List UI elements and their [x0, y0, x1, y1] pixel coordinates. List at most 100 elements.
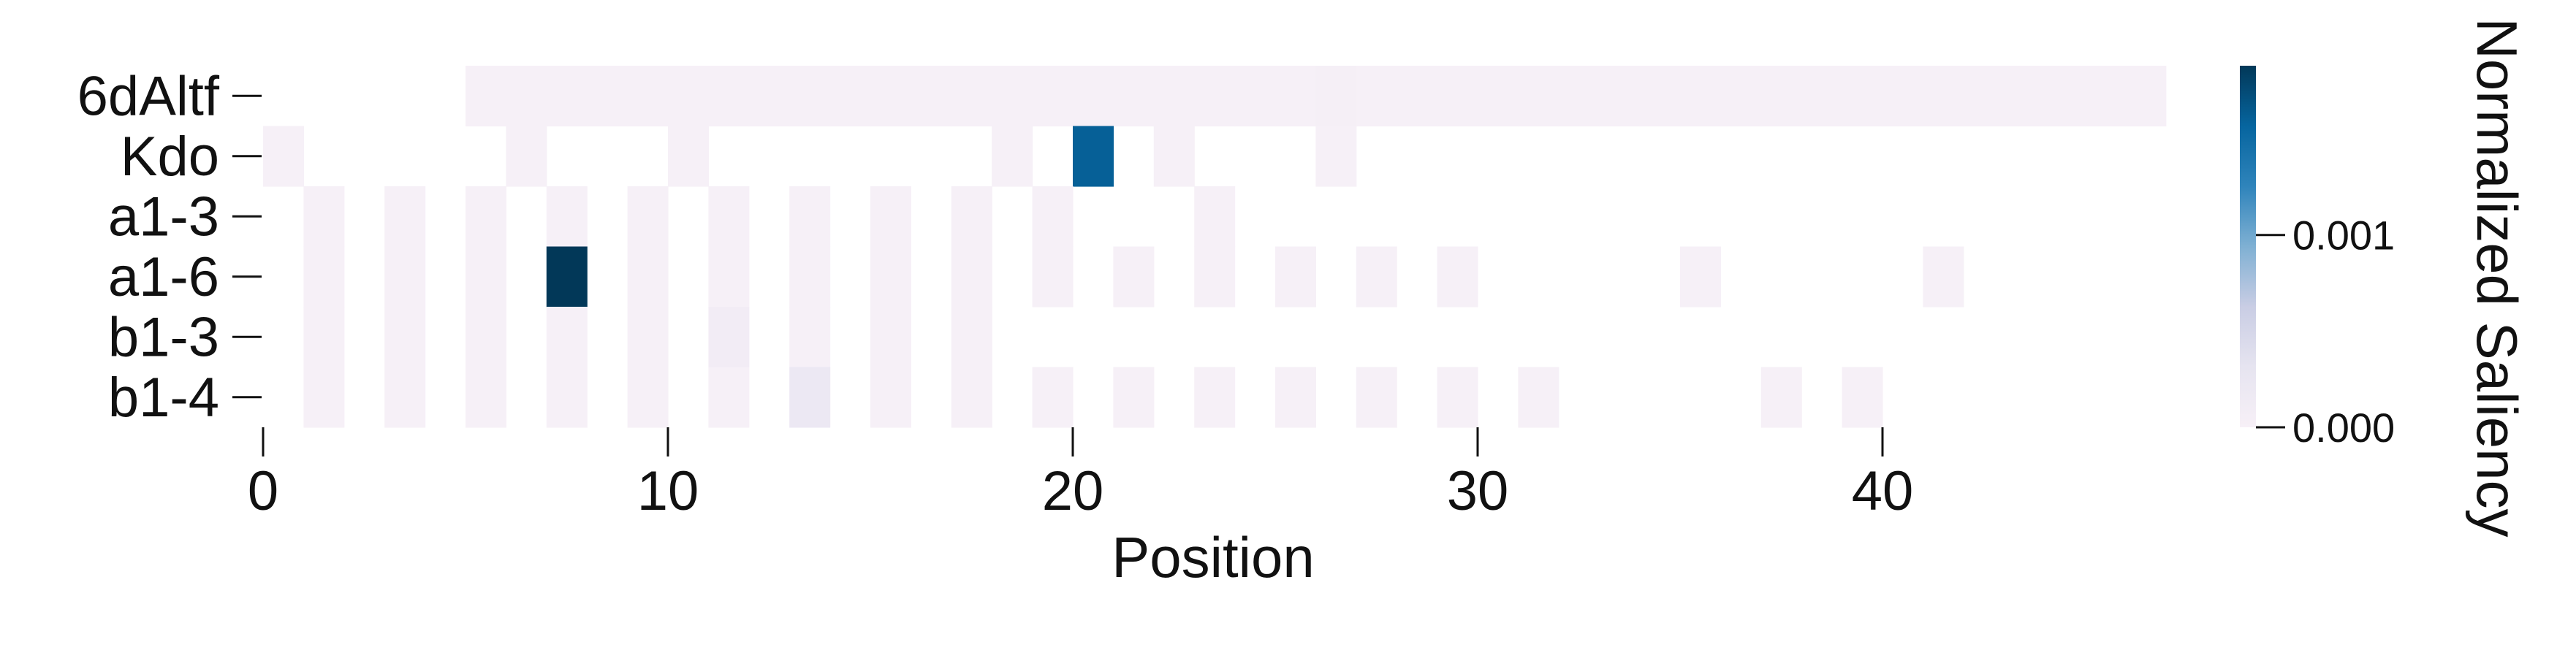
heatmap-cell	[1437, 367, 1478, 428]
heatmap-cell	[1194, 186, 1236, 248]
heatmap-cell	[1032, 66, 1074, 127]
heatmap-cell	[951, 246, 992, 307]
heatmap-cell	[2085, 66, 2126, 127]
heatmap-cell	[466, 66, 506, 127]
heatmap-cell	[1801, 66, 1843, 127]
heatmap-cell	[1558, 66, 1600, 127]
heatmap-cell	[951, 186, 992, 248]
row-label: b1-4	[108, 367, 219, 429]
row-label: Kdo	[121, 126, 219, 188]
heatmap-cell	[1275, 367, 1316, 428]
heatmap-cell	[1720, 66, 1762, 127]
heatmap-cells	[263, 66, 2167, 428]
heatmap-cell	[1194, 246, 1236, 307]
heatmap-cell	[1680, 66, 1721, 127]
heatmap-cell	[1113, 367, 1155, 428]
heatmap-cell	[1639, 66, 1681, 127]
heatmap-cell	[466, 367, 506, 428]
heatmap-cell	[1923, 66, 1964, 127]
heatmap-cell	[1194, 367, 1236, 428]
heatmap-cell	[384, 367, 426, 428]
heatmap-cell	[708, 66, 750, 127]
heatmap-cell	[1518, 367, 1559, 428]
heatmap-cell	[870, 246, 911, 307]
heatmap-cell	[1478, 66, 1519, 127]
heatmap-cell	[748, 66, 790, 127]
heatmap-cell	[1234, 66, 1276, 127]
heatmap-cell	[303, 367, 345, 428]
heatmap-cell	[1356, 246, 1397, 307]
heatmap-cell	[506, 126, 547, 187]
heatmap-cell	[1882, 66, 1923, 127]
heatmap-cell	[1356, 66, 1397, 127]
heatmap-cell	[1032, 186, 1074, 248]
heatmap-cell	[1113, 66, 1155, 127]
heatmap-cell	[627, 186, 669, 248]
heatmap-cell	[708, 367, 750, 428]
heatmap-cell	[1356, 367, 1397, 428]
heatmap-cell	[829, 66, 871, 127]
heatmap-cell	[1680, 246, 1721, 307]
x-axis-label: Position	[1112, 525, 1315, 589]
heatmap-cell	[870, 307, 911, 368]
heatmap-cell	[1923, 246, 1964, 307]
heatmap-cell	[789, 186, 831, 248]
colorbar-gradient	[2240, 66, 2256, 427]
heatmap-cell	[1153, 66, 1195, 127]
heatmap-cell	[1315, 126, 1357, 187]
heatmap-cell	[1032, 367, 1074, 428]
x-axis: 0 10 20 30 40	[248, 427, 1913, 522]
heatmap-cell	[466, 186, 506, 248]
heatmap-cell	[1437, 246, 1478, 307]
heatmap-cell	[1842, 367, 1883, 428]
heatmap-cell	[992, 126, 1033, 187]
heatmap-cell	[384, 186, 426, 248]
x-tick-label: 30	[1447, 460, 1509, 522]
heatmap-cell	[1275, 246, 1316, 307]
heatmap-cell	[708, 246, 750, 307]
heatmap-cell	[1073, 66, 1114, 127]
heatmap-cell	[546, 246, 588, 307]
heatmap-cell	[1397, 66, 1438, 127]
heatmap-cell	[546, 307, 588, 368]
heatmap-cell	[2044, 66, 2086, 127]
heatmap-cell	[1437, 66, 1478, 127]
heatmap-cell	[627, 307, 669, 368]
heatmap-cell	[627, 246, 669, 307]
heatmap-cell	[546, 367, 588, 428]
heatmap-cell	[384, 307, 426, 368]
heatmap-cell	[2004, 66, 2045, 127]
heatmap-cell	[627, 66, 669, 127]
heatmap-cell	[546, 66, 588, 127]
heatmap-cell	[1842, 66, 1883, 127]
heatmap-cell	[1194, 66, 1236, 127]
heatmap-cell	[303, 246, 345, 307]
heatmap-cell	[951, 367, 992, 428]
heatmap-cell	[1963, 66, 2005, 127]
colorbar-tick-label: 0.001	[2292, 213, 2395, 259]
heatmap-cell	[870, 186, 911, 248]
x-tick-label: 40	[1852, 460, 1914, 522]
heatmap-cell	[303, 307, 345, 368]
heatmap-cell	[1315, 66, 1357, 127]
x-tick-label: 10	[637, 460, 699, 522]
heatmap-cell	[708, 307, 750, 368]
heatmap-cell	[789, 307, 831, 368]
heatmap-cell	[870, 66, 911, 127]
heatmap-cell	[2125, 66, 2167, 127]
heatmap-cell	[1760, 66, 1802, 127]
heatmap-cell	[384, 246, 426, 307]
heatmap-cell	[263, 126, 304, 187]
colorbar-tick-label: 0.000	[2292, 405, 2395, 451]
heatmap-cell	[870, 367, 911, 428]
heatmap-cell	[546, 186, 588, 248]
heatmap-cell	[627, 367, 669, 428]
heatmap-cell	[951, 66, 992, 127]
heatmap-cell	[1113, 246, 1155, 307]
heatmap-cell	[1518, 66, 1559, 127]
heatmap-cell	[587, 66, 628, 127]
x-tick-label: 20	[1042, 460, 1104, 522]
heatmap-cell	[789, 367, 831, 428]
